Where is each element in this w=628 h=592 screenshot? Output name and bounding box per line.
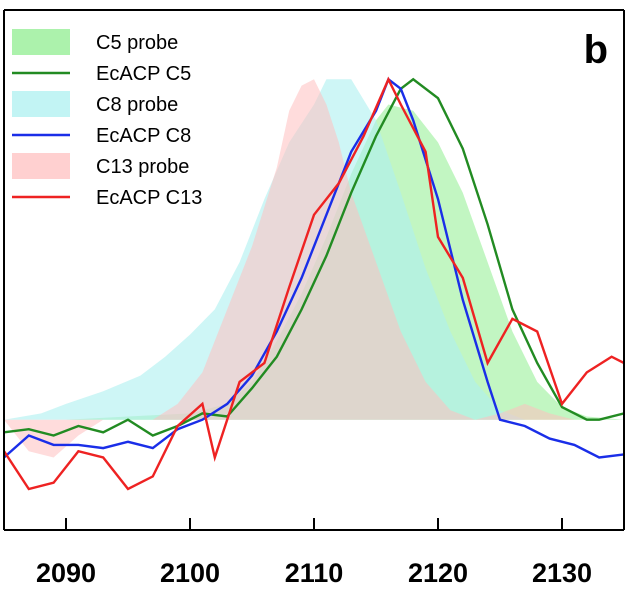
legend-item-c8-probe: C8 probe <box>12 91 178 117</box>
panel-label: b <box>584 28 608 72</box>
legend: C5 probe EcACP C5 C8 probe EcACP C8 C13 prob… <box>12 29 202 209</box>
legend-swatch <box>12 153 70 179</box>
legend-label: C5 probe <box>96 32 178 54</box>
legend-item-c13-probe: C13 probe <box>12 153 189 179</box>
ecacp-c13-line <box>4 76 624 491</box>
x-tick-label-2090: 2090 <box>36 558 96 588</box>
x-axis: 2090 2100 2110 2120 2130 <box>3 9 625 588</box>
plot-area <box>4 76 624 491</box>
ecacp-c5-line <box>4 77 624 437</box>
series-group <box>4 76 624 491</box>
legend-swatch <box>12 91 70 117</box>
legend-label: C8 probe <box>96 94 178 116</box>
legend-item-ecacp-c8: EcACP C8 <box>12 125 191 147</box>
x-tick-label-2120: 2120 <box>408 558 468 588</box>
legend-item-ecacp-c13: EcACP C13 <box>12 187 202 209</box>
legend-label: EcACP C13 <box>96 187 202 209</box>
legend-swatch <box>12 29 70 55</box>
c13-probe-area <box>4 79 624 458</box>
c5-probe-area <box>4 104 624 420</box>
legend-item-ecacp-c5: EcACP C5 <box>12 63 191 85</box>
legend-item-c5-probe: C5 probe <box>12 29 178 55</box>
x-tick-label-2110: 2110 <box>285 558 344 588</box>
legend-label: EcACP C8 <box>96 125 191 147</box>
x-tick-label-2130: 2130 <box>532 558 592 588</box>
x-tick-label-2100: 2100 <box>160 558 220 588</box>
legend-label: EcACP C5 <box>96 63 191 85</box>
legend-label: C13 probe <box>96 156 189 178</box>
